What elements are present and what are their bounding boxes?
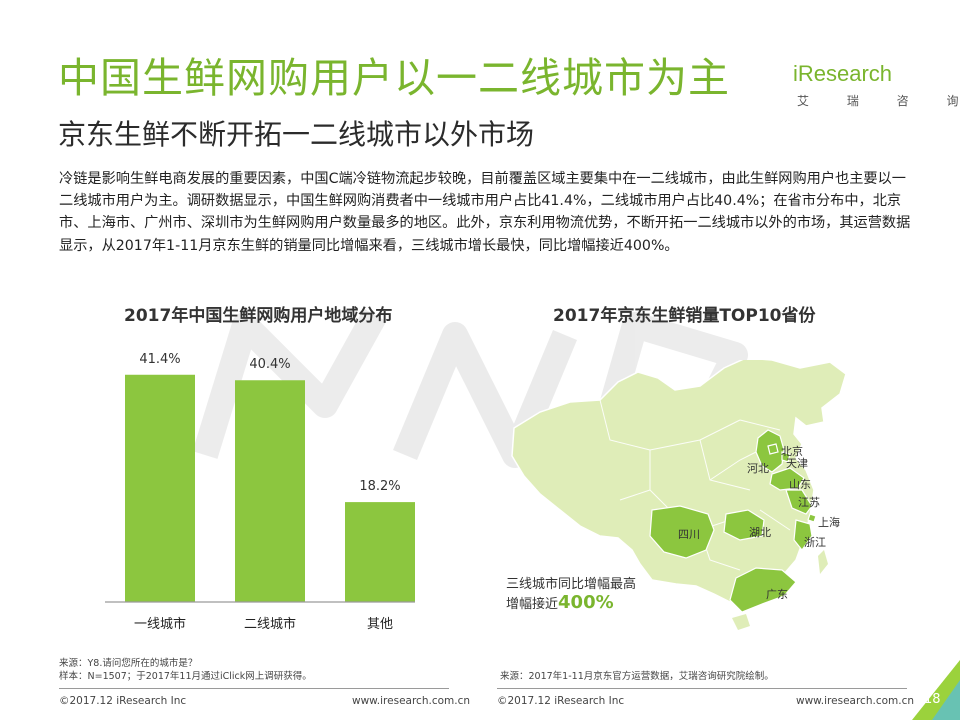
province-beijing — [767, 443, 779, 455]
bar-chart: 41.4% 一线城市 40.4% 二线城市 18.2% 其他 — [105, 352, 415, 632]
province-label: 山东 — [789, 478, 811, 491]
logo-subtitle: 艾 瑞 咨 询 — [797, 94, 960, 108]
footer-copyright-right: ©2017.12 iResearch Inc — [497, 695, 625, 707]
province-tianjin — [781, 451, 791, 463]
province-label: 广东 — [766, 588, 788, 601]
map-callout-line2: 增幅接近400% — [506, 594, 636, 614]
map-highlighted-provinces — [649, 429, 817, 613]
map-chart-title: 2017年京东生鲜销量TOP10省份 — [553, 306, 816, 326]
map-callout: 三线城市同比增幅最高 增幅接近400% — [506, 576, 636, 614]
page-number: 18 — [924, 692, 941, 707]
logo-backdrop — [793, 20, 909, 88]
page-title: 中国生鲜网购用户以一二线城市为主 — [58, 54, 730, 102]
province-label: 天津 — [786, 457, 808, 470]
footer-url-left: www.iresearch.com.cn — [352, 695, 471, 707]
footer-divider-right — [497, 688, 907, 689]
source-left-line1: 来源：Y8.请问您所在的城市是？ — [59, 658, 198, 669]
province-sichuan — [649, 505, 715, 559]
bar-value-label: 41.4% — [139, 352, 180, 367]
footer-url-right: www.iresearch.com.cn — [796, 695, 915, 707]
map-taiwan — [818, 550, 828, 574]
province-label: 上海 — [818, 515, 840, 529]
province-label: 浙江 — [804, 536, 826, 549]
bar-value-label: 18.2% — [359, 479, 400, 494]
page-corner-decoration — [912, 660, 960, 720]
map-callout-prefix: 增幅接近 — [506, 597, 559, 612]
province-zhejiang — [793, 519, 813, 551]
bar-3 — [345, 502, 415, 602]
province-label: 北京 — [781, 444, 803, 458]
province-hubei — [723, 509, 765, 541]
intro-paragraph: 冷链是影响生鲜电商发展的重要因素，中国C端冷链物流起步较晚，目前覆盖区域主要集中… — [59, 171, 911, 254]
province-guangdong — [729, 567, 797, 613]
province-label: 江苏 — [798, 496, 820, 509]
bar-1 — [125, 374, 195, 602]
footer-divider-left — [59, 688, 449, 689]
map-callout-line1: 三线城市同比增幅最高 — [506, 577, 637, 592]
source-left-line2: 样本：N=1507；于2017年11月通过iClick网上调研获得。 — [59, 671, 312, 682]
page-subtitle: 京东生鲜不断开拓一二线城市以外市场 — [58, 118, 535, 151]
category-label: 二线城市 — [244, 616, 296, 632]
province-shandong — [769, 467, 805, 491]
province-jiangsu — [785, 489, 813, 515]
bar-value-label: 40.4% — [249, 357, 290, 372]
logo-wordmark: iResearch — [793, 61, 893, 86]
map-china-outline — [511, 360, 847, 603]
footer-copyright-left: ©2017.12 iResearch Inc — [59, 695, 187, 707]
province-label: 四川 — [678, 528, 700, 541]
province-label: 河北 — [747, 462, 769, 475]
source-note-right: 来源：2017年1-11月京东官方运营数据，艾瑞咨询研究院绘制。 — [500, 671, 774, 682]
bar-2 — [235, 380, 305, 602]
map-base-region — [511, 360, 847, 630]
map-callout-highlight: 400% — [558, 592, 614, 613]
map-hainan — [732, 614, 750, 630]
iresearch-logo: iResearch 艾 瑞 咨 询 — [793, 20, 958, 112]
province-label: 湖北 — [749, 526, 771, 539]
bar-chart-title: 2017年中国生鲜网购用户地域分布 — [124, 306, 393, 326]
province-shanghai — [807, 513, 817, 523]
category-label: 其他 — [367, 617, 393, 632]
source-note-left: 来源：Y8.请问您所在的城市是？ 样本：N=1507；于2017年11月通过iC… — [59, 657, 312, 683]
category-label: 一线城市 — [134, 616, 186, 632]
